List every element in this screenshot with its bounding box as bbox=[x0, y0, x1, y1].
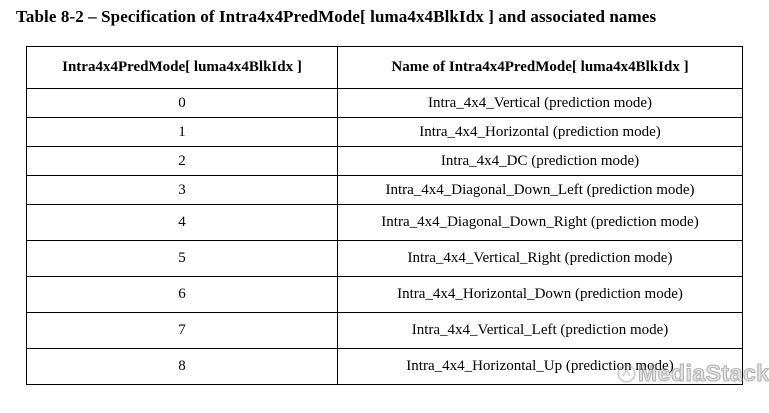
predmode-value: 3 bbox=[26, 175, 338, 205]
predmode-name: Intra_4x4_Horizontal_Down (prediction mo… bbox=[337, 276, 743, 313]
table-row: 7 Intra_4x4_Vertical_Left (prediction mo… bbox=[26, 312, 743, 349]
table-row: 4 Intra_4x4_Diagonal_Down_Right (predict… bbox=[26, 204, 743, 241]
predmode-name: Intra_4x4_Vertical_Left (prediction mode… bbox=[337, 312, 743, 349]
column-header-predmode: Intra4x4PredMode[ luma4x4BlkIdx ] bbox=[26, 46, 338, 89]
predmode-value: 7 bbox=[26, 312, 338, 349]
predmode-name: Intra_4x4_DC (prediction mode) bbox=[337, 146, 743, 176]
predmode-value: 6 bbox=[26, 276, 338, 313]
table-row: 6 Intra_4x4_Horizontal_Down (prediction … bbox=[26, 276, 743, 313]
predmode-name: Intra_4x4_Horizontal (prediction mode) bbox=[337, 117, 743, 147]
column-header-name: Name of Intra4x4PredMode[ luma4x4BlkIdx … bbox=[337, 46, 743, 89]
predmode-value: 5 bbox=[26, 240, 338, 277]
predmode-value: 2 bbox=[26, 146, 338, 176]
predmode-name: Intra_4x4_Vertical (prediction mode) bbox=[337, 88, 743, 118]
table-row: 8 Intra_4x4_Horizontal_Up (prediction mo… bbox=[26, 348, 743, 385]
table-row: 0 Intra_4x4_Vertical (prediction mode) bbox=[26, 88, 743, 118]
predmode-value: 8 bbox=[26, 348, 338, 385]
intra4x4-predmode-table: Intra4x4PredMode[ luma4x4BlkIdx ] Name o… bbox=[26, 46, 743, 385]
predmode-name: Intra_4x4_Diagonal_Down_Right (predictio… bbox=[337, 204, 743, 241]
table-row: 5 Intra_4x4_Vertical_Right (prediction m… bbox=[26, 240, 743, 277]
predmode-value: 4 bbox=[26, 204, 338, 241]
header-row: Intra4x4PredMode[ luma4x4BlkIdx ] Name o… bbox=[26, 46, 743, 89]
table-row: 3 Intra_4x4_Diagonal_Down_Left (predicti… bbox=[26, 175, 743, 205]
table-row: 1 Intra_4x4_Horizontal (prediction mode) bbox=[26, 117, 743, 147]
predmode-name: Intra_4x4_Diagonal_Down_Left (prediction… bbox=[337, 175, 743, 205]
predmode-name: Intra_4x4_Vertical_Right (prediction mod… bbox=[337, 240, 743, 277]
predmode-name: Intra_4x4_Horizontal_Up (prediction mode… bbox=[337, 348, 743, 385]
predmode-value: 0 bbox=[26, 88, 338, 118]
table-caption: Table 8-2 – Specification of Intra4x4Pre… bbox=[16, 7, 657, 26]
predmode-value: 1 bbox=[26, 117, 338, 147]
table-row: 2 Intra_4x4_DC (prediction mode) bbox=[26, 146, 743, 176]
